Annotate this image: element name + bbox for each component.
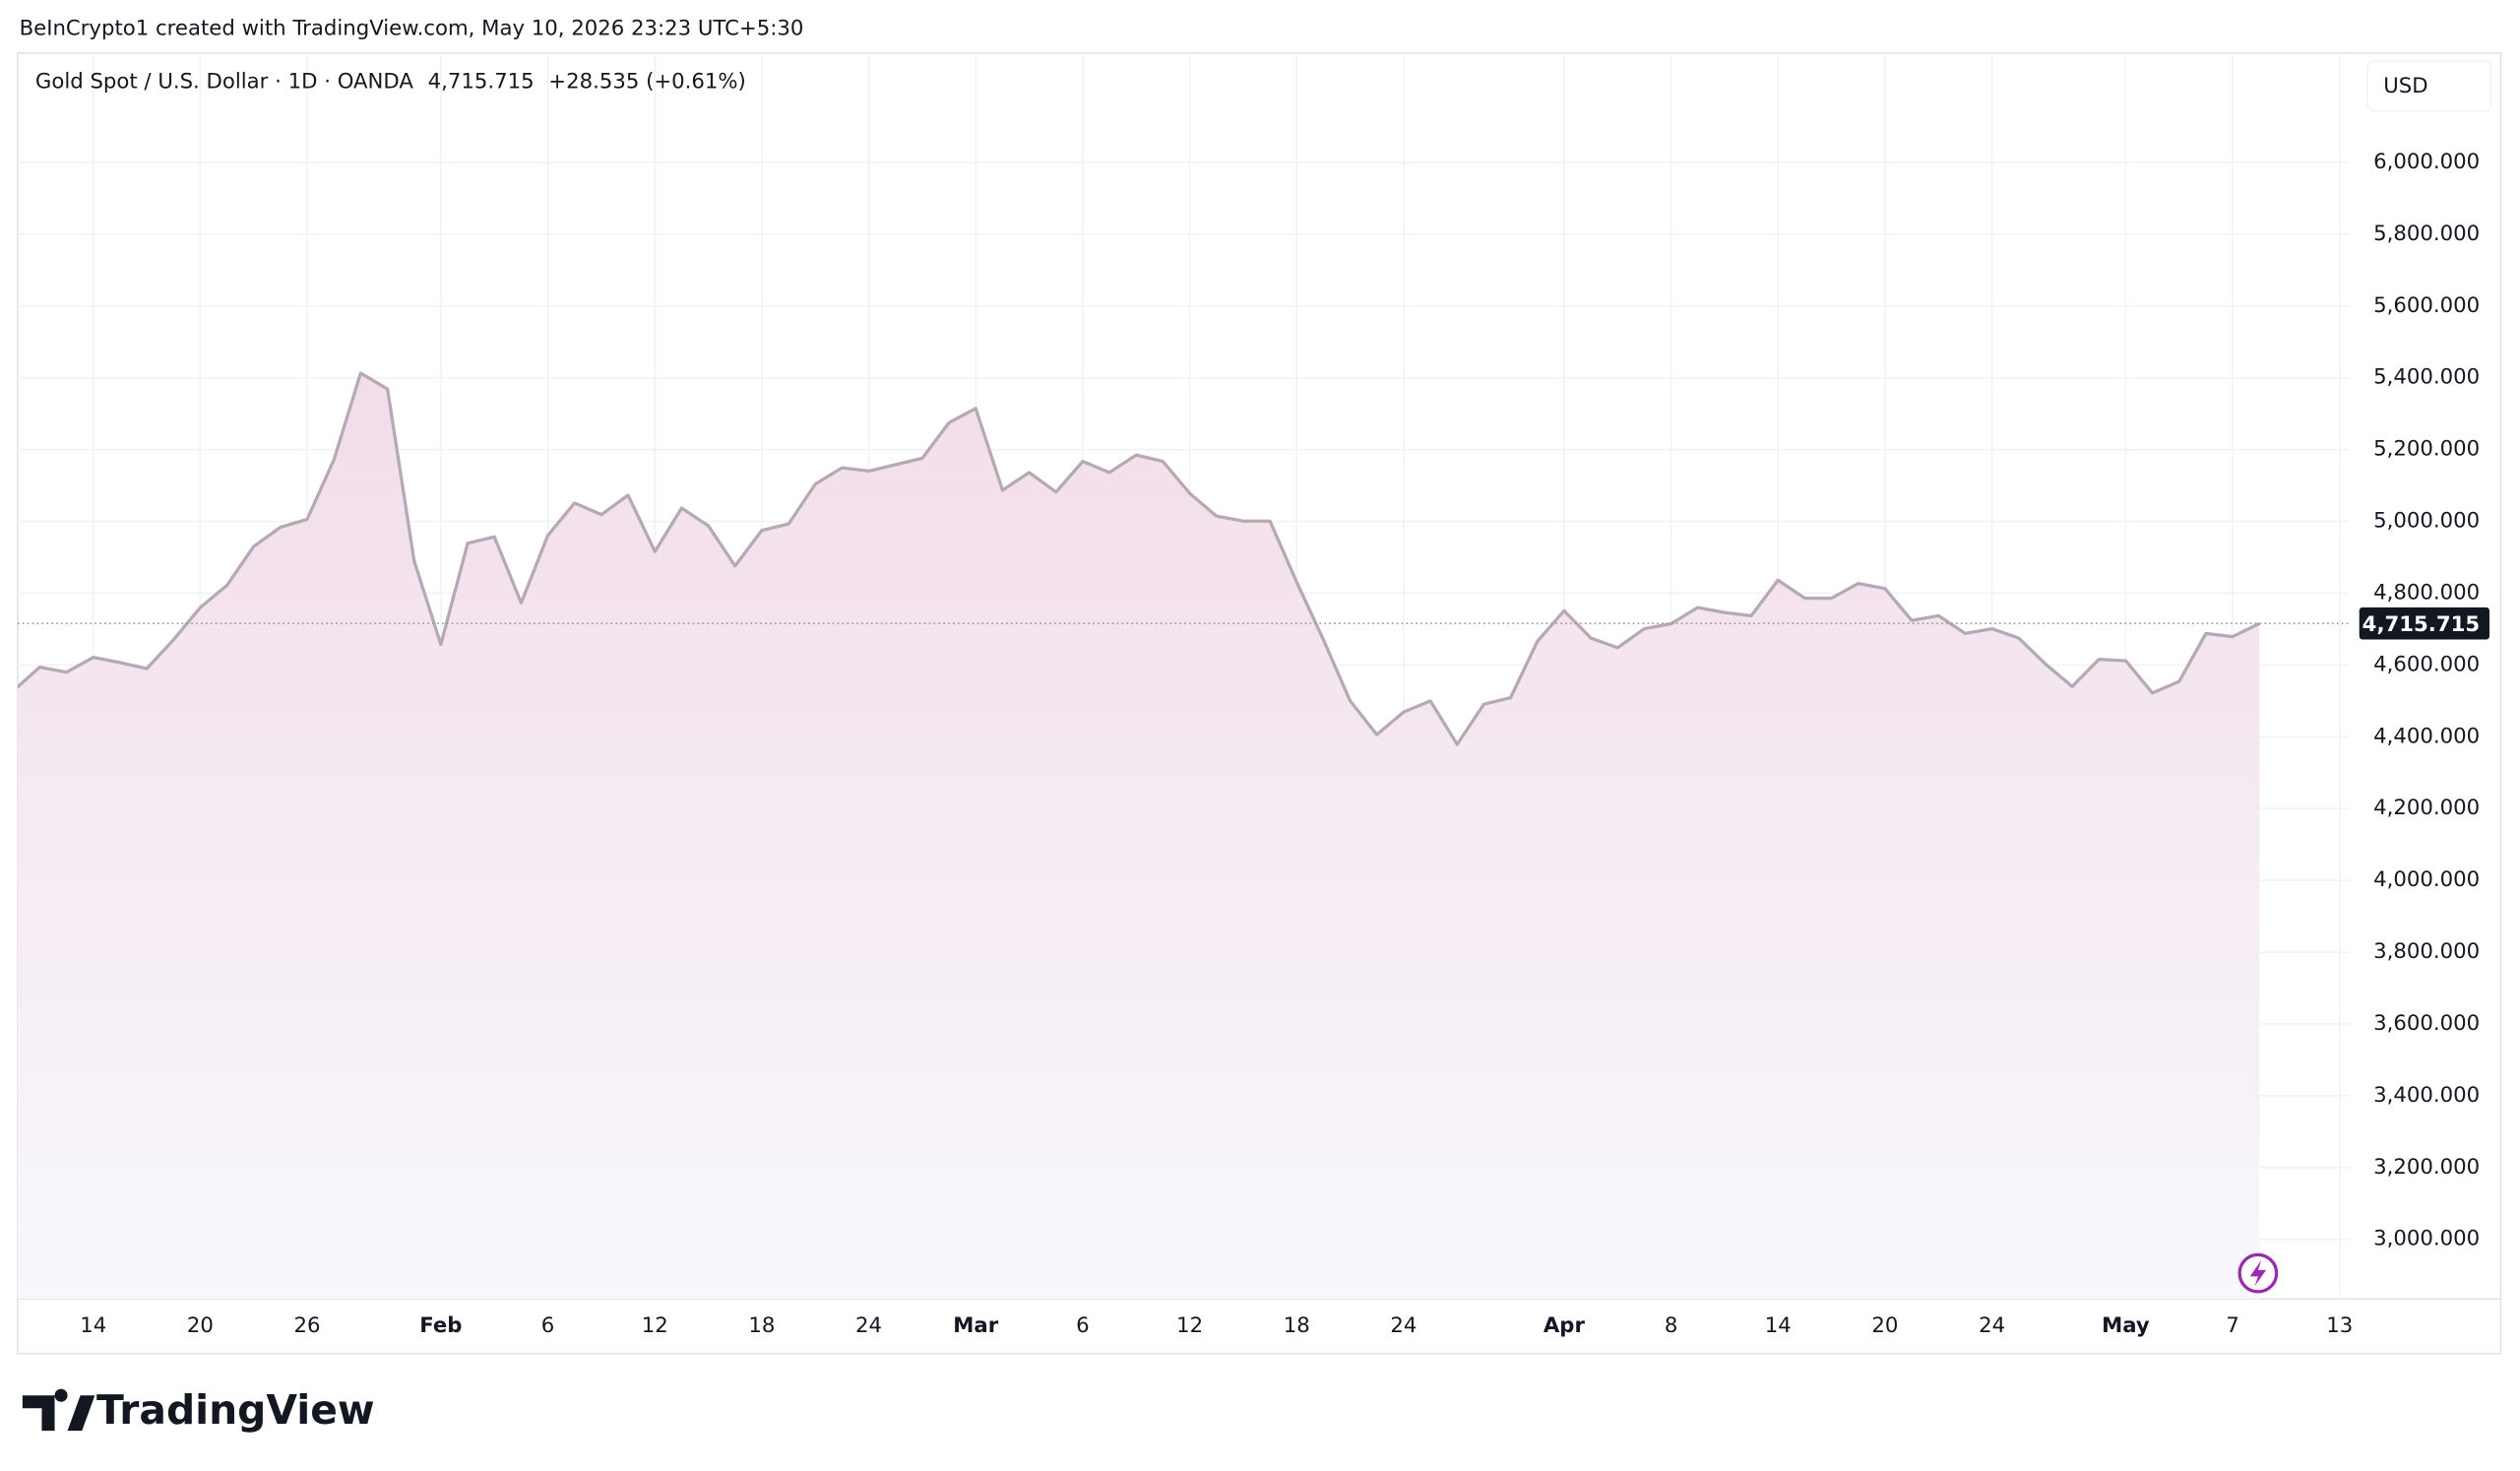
currency-label[interactable]: USD [2383,74,2427,98]
attribution: BeInCrypto1 created with TradingView.com… [20,16,804,40]
y-tick-label: 3,400.000 [2373,1083,2480,1108]
axes: 3,000.000 3,200.000 3,400.000 3,600.000 3,80… [17,150,2489,1338]
y-tick-label: 4,000.000 [2373,867,2480,892]
brand-name: TradingView [96,1386,375,1434]
x-tick-label: 18 [1284,1313,1310,1338]
symbol-title: Gold Spot / U.S. Dollar · 1D · OANDA [35,69,413,94]
y-tick-label: 4,800.000 [2373,580,2480,605]
y-tick-label: 5,800.000 [2373,222,2480,246]
x-tick-label: 14 [1765,1313,1792,1338]
x-tick-label: 24 [1979,1313,2005,1338]
plot [17,371,2261,1300]
legend-last: 4,715.715 [428,69,535,94]
y-tick-label: 6,000.000 [2373,150,2480,174]
currency-button[interactable] [2366,60,2492,112]
y-tick-label: 3,800.000 [2373,939,2480,964]
y-tick-label: 3,200.000 [2373,1155,2480,1180]
lightning-icon[interactable] [2237,1252,2279,1294]
y-tick-label: 5,000.000 [2373,509,2480,534]
area-fill [17,373,2260,1300]
y-tick-label: 4,400.000 [2373,724,2480,748]
price-line [17,371,2261,746]
y-tick-label: 3,600.000 [2373,1011,2480,1036]
y-tick-label: 4,200.000 [2373,796,2480,820]
last-price-tag [2359,607,2489,640]
x-tick-label: 24 [855,1313,882,1338]
y-tick-label: 5,400.000 [2373,365,2480,390]
last-price-label: 4,715.715 [2362,612,2480,637]
x-tick-label: 6 [1076,1313,1090,1338]
x-tick-label: 6 [541,1313,555,1338]
x-tick-label: 24 [1390,1313,1417,1338]
brand-logo: TradingView [22,1386,375,1434]
legend-change: +28.535 (+0.61%) [548,69,746,94]
x-tick-label: 14 [80,1313,106,1338]
x-tick-label: 20 [1871,1313,1898,1338]
x-tick-label: Mar [953,1313,998,1338]
y-tick-label: 5,600.000 [2373,293,2480,318]
x-tick-label: 18 [748,1313,775,1338]
y-tick-label: 4,600.000 [2373,652,2480,676]
x-tick-label: 12 [1176,1313,1203,1338]
x-tick-label: 7 [2226,1313,2239,1338]
y-tick-label: 5,200.000 [2373,437,2480,462]
x-tick-label: 12 [642,1313,668,1338]
x-tick-label: Apr [1544,1313,1586,1338]
x-tick-label: 26 [294,1313,321,1338]
chart-frame [17,52,2502,1355]
x-tick-label: 8 [1665,1313,1678,1338]
x-tick-label: 13 [2326,1313,2353,1338]
x-tick-label: May [2102,1313,2150,1338]
x-tick-label: 20 [187,1313,214,1338]
y-tick-label: 3,000.000 [2373,1227,2480,1251]
x-tick-label: Feb [419,1313,462,1338]
